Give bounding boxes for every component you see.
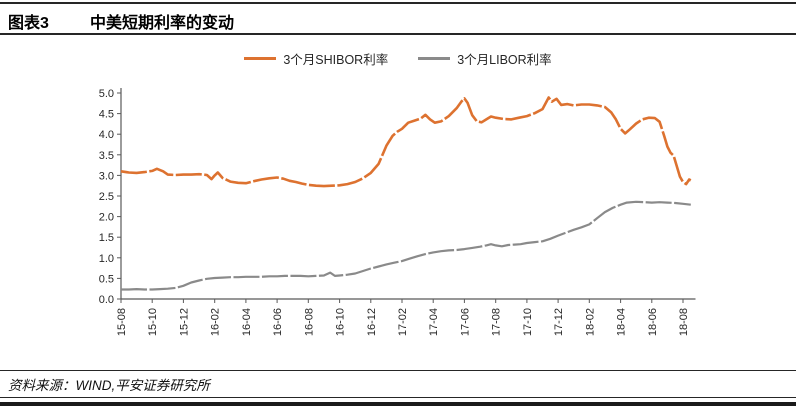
y-tick-label: 2.5 xyxy=(99,191,114,203)
divider-top xyxy=(0,2,796,4)
legend-label-libor: 3个月LIBOR利率 xyxy=(457,52,552,67)
x-tick-label: 17-12 xyxy=(553,308,565,336)
y-axis-ticks: 0.0 0.5 1.0 1.5 2.0 2.5 3.0 3.5 4.0 4.5 5.0 xyxy=(99,88,121,306)
shibor-line xyxy=(120,96,692,188)
x-tick-label: 17-04 xyxy=(428,308,440,336)
x-tick-label: 18-06 xyxy=(647,308,659,336)
x-tick-label: 15-08 xyxy=(116,308,128,336)
y-tick-label: 2.0 xyxy=(99,212,114,224)
x-tick-label: 17-02 xyxy=(397,308,409,336)
x-tick-label: 16-12 xyxy=(366,308,378,336)
y-tick-label: 4.0 xyxy=(99,129,114,141)
legend-item-libor: 3个月LIBOR利率 xyxy=(418,49,552,68)
x-tick-label: 15-12 xyxy=(178,308,190,336)
libor-line xyxy=(121,200,691,291)
figure-number: 图表3 xyxy=(8,15,49,32)
chart-area: 0.0 0.5 1.0 1.5 2.0 2.5 3.0 3.5 4.0 4.5 5.0 15-08 15… xyxy=(0,66,796,368)
x-tick-label: 16-10 xyxy=(335,308,347,336)
legend-item-shibor: 3个月SHIBOR利率 xyxy=(244,49,388,68)
x-tick-label: 17-06 xyxy=(459,308,471,336)
x-tick-label: 18-08 xyxy=(678,308,690,336)
x-tick-label: 18-02 xyxy=(584,308,596,336)
y-tick-label: 0.5 xyxy=(99,273,114,285)
x-tick-label: 18-04 xyxy=(616,308,628,336)
source-row: 资料来源：WIND,平安证券研究所 xyxy=(8,374,788,394)
y-tick-label: 3.0 xyxy=(99,170,114,182)
chart-legend: 3个月SHIBOR利率 3个月LIBOR利率 xyxy=(0,49,796,67)
y-tick-label: 4.5 xyxy=(99,109,114,121)
x-tick-label: 16-08 xyxy=(303,308,315,336)
axes xyxy=(120,88,696,300)
figure-title: 中美短期利率的变动 xyxy=(90,15,235,32)
y-tick-label: 1.0 xyxy=(99,253,114,265)
y-tick-label: 0.0 xyxy=(99,294,114,306)
y-tick-label: 5.0 xyxy=(99,88,114,100)
x-tick-label: 17-10 xyxy=(522,308,534,336)
shibor-line-swatch-icon xyxy=(244,56,277,60)
x-tick-label: 16-02 xyxy=(210,308,222,336)
line-chart: 0.00.51.01.52.02.53.03.54.04.55.015-08 15… xyxy=(99,88,696,336)
divider-header xyxy=(0,33,796,35)
x-tick-label: 15-10 xyxy=(147,308,159,336)
x-tick-label: 16-04 xyxy=(241,308,253,336)
source-text: 资料来源：WIND,平安证券研究所 xyxy=(8,378,210,393)
y-tick-label: 3.5 xyxy=(99,150,114,162)
divider-page-bottom xyxy=(0,402,796,406)
series-lines xyxy=(120,96,692,291)
x-axis-ticks: 15-08 15-10 15-12 16-02 16-04 16-06 16-08 16-10… xyxy=(116,299,690,336)
x-tick-label: 17-08 xyxy=(491,308,503,336)
y-tick-label: 1.5 xyxy=(99,232,114,244)
divider-source-top xyxy=(0,370,796,371)
x-tick-label: 16-06 xyxy=(272,308,284,336)
divider-source-bottom xyxy=(0,397,796,398)
legend-label-shibor: 3个月SHIBOR利率 xyxy=(283,52,389,67)
libor-line-swatch-icon xyxy=(418,56,451,60)
